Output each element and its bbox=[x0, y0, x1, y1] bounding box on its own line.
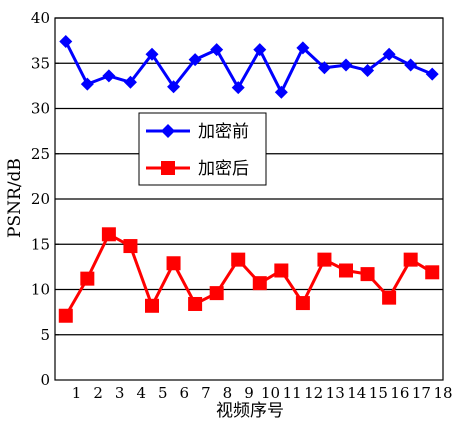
x-tick-label-11: 11 bbox=[283, 384, 302, 402]
x-tick-label-3: 3 bbox=[115, 384, 125, 402]
point-before-8 bbox=[210, 43, 224, 57]
point-before-3 bbox=[102, 69, 116, 83]
y-tick-label-10: 10 bbox=[31, 281, 50, 299]
y-tick-label-40: 40 bbox=[31, 9, 50, 27]
y-axis-ticks: 0 5 10 15 20 25 30 35 40 bbox=[31, 9, 59, 389]
point-after-12 bbox=[295, 296, 310, 311]
point-before-5 bbox=[145, 47, 159, 61]
point-after-8 bbox=[209, 286, 224, 301]
x-tick-label-8: 8 bbox=[223, 384, 233, 402]
x-tick-label-4: 4 bbox=[136, 384, 146, 402]
point-after-3 bbox=[101, 227, 116, 242]
x-tick-label-2: 2 bbox=[93, 384, 103, 402]
point-after-11 bbox=[274, 263, 289, 278]
point-before-2 bbox=[80, 77, 94, 91]
point-after-17 bbox=[403, 252, 418, 267]
x-tick-label-18: 18 bbox=[433, 384, 452, 402]
y-tick-label-15: 15 bbox=[31, 235, 50, 253]
y-tick-label-0: 0 bbox=[40, 371, 50, 389]
legend-label-before: 加密前 bbox=[198, 122, 249, 142]
point-after-16 bbox=[382, 290, 397, 305]
series-before bbox=[59, 35, 439, 99]
x-tick-label-10: 10 bbox=[261, 384, 280, 402]
y-axis-label: PSNR/dB bbox=[5, 158, 25, 238]
point-after-9 bbox=[231, 252, 246, 267]
point-before-6 bbox=[167, 80, 181, 94]
point-after-6 bbox=[166, 256, 181, 271]
point-after-10 bbox=[252, 276, 267, 291]
x-tick-label-17: 17 bbox=[412, 384, 431, 402]
x-tick-label-1: 1 bbox=[72, 384, 82, 402]
point-after-1 bbox=[58, 308, 73, 323]
point-before-4 bbox=[123, 75, 137, 89]
point-before-11 bbox=[274, 85, 288, 99]
point-after-13 bbox=[317, 252, 332, 267]
x-axis-label: 视频序号 bbox=[216, 401, 284, 421]
point-before-16 bbox=[382, 47, 396, 61]
legend-label-after: 加密后 bbox=[198, 159, 249, 179]
x-tick-label-7: 7 bbox=[201, 384, 211, 402]
y-tick-label-20: 20 bbox=[31, 190, 50, 208]
point-before-7 bbox=[188, 53, 202, 67]
legend-diamond-marker bbox=[161, 124, 175, 138]
point-before-9 bbox=[231, 81, 245, 95]
x-tick-label-15: 15 bbox=[369, 384, 388, 402]
point-after-14 bbox=[339, 263, 353, 278]
legend-item-after-encryption: 加密后 bbox=[146, 159, 249, 179]
legend-item-before-encryption: 加密前 bbox=[146, 122, 249, 142]
series-after bbox=[58, 227, 440, 323]
point-before-15 bbox=[361, 63, 375, 77]
x-tick-label-13: 13 bbox=[326, 384, 345, 402]
point-before-13 bbox=[317, 61, 331, 75]
point-before-14 bbox=[339, 58, 353, 72]
point-before-18 bbox=[425, 67, 439, 81]
legend-box bbox=[138, 112, 267, 186]
y-tick-label-30: 30 bbox=[31, 100, 50, 118]
x-tick-label-5: 5 bbox=[158, 384, 168, 402]
point-after-18 bbox=[425, 265, 440, 280]
point-before-10 bbox=[253, 43, 267, 57]
y-tick-label-25: 25 bbox=[31, 145, 50, 163]
point-after-15 bbox=[360, 267, 375, 282]
point-after-4 bbox=[123, 239, 138, 254]
point-before-1 bbox=[59, 35, 73, 49]
point-after-7 bbox=[188, 296, 203, 311]
x-tick-label-9: 9 bbox=[244, 384, 254, 402]
y-tick-label-35: 35 bbox=[31, 54, 50, 72]
x-axis-ticks: 1 2 3 4 5 6 7 8 9 10 11 12 13 14 15 16 17 18 bbox=[72, 384, 453, 402]
y-tick-label-5: 5 bbox=[40, 326, 50, 344]
point-after-2 bbox=[80, 271, 95, 286]
legend-square-marker bbox=[161, 161, 175, 175]
x-tick-label-14: 14 bbox=[347, 384, 366, 402]
x-tick-label-16: 16 bbox=[390, 384, 409, 402]
series-layer bbox=[58, 35, 440, 323]
legend: 加密前 加密后 bbox=[138, 112, 267, 186]
point-after-5 bbox=[145, 298, 159, 313]
x-tick-label-6: 6 bbox=[180, 384, 190, 402]
point-before-12 bbox=[296, 41, 310, 55]
point-before-17 bbox=[404, 58, 418, 72]
x-tick-label-12: 12 bbox=[304, 384, 323, 402]
